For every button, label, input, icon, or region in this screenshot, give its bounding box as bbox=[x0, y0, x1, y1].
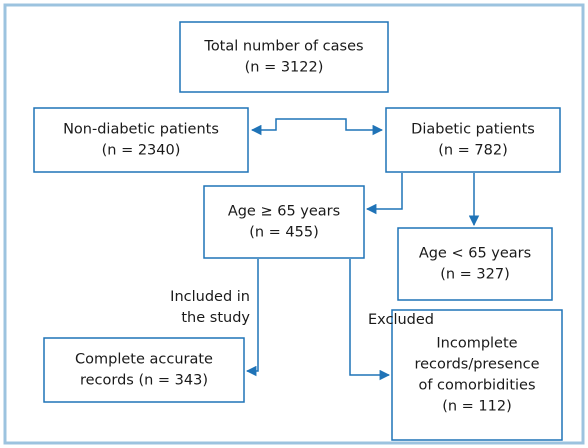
node-label: (n = 112) bbox=[442, 399, 512, 415]
edge-label: the study bbox=[181, 310, 250, 326]
node-box bbox=[385, 107, 561, 173]
node-label: of comorbidities bbox=[418, 378, 535, 394]
node-box bbox=[33, 107, 249, 173]
node-box bbox=[203, 185, 365, 259]
node-box bbox=[391, 309, 563, 441]
edge bbox=[245, 259, 259, 377]
node-label: records (n = 343) bbox=[80, 373, 208, 389]
node-label: (n = 455) bbox=[249, 225, 319, 241]
edge bbox=[349, 259, 391, 381]
edge bbox=[250, 118, 384, 136]
node-box bbox=[179, 21, 389, 93]
node-label: Age < 65 years bbox=[419, 246, 531, 262]
node-label: Total number of cases bbox=[203, 39, 363, 55]
node-label: Diabetic patients bbox=[411, 122, 535, 138]
node-label: records/presence bbox=[414, 357, 539, 373]
node-label: (n = 327) bbox=[440, 267, 510, 283]
edge-label: Included in bbox=[170, 289, 250, 305]
node-box bbox=[43, 337, 245, 403]
node-label: Incomplete bbox=[436, 336, 517, 352]
node-label: (n = 782) bbox=[438, 143, 508, 159]
node-label: (n = 3122) bbox=[245, 60, 324, 76]
edge-label: Excluded bbox=[368, 312, 434, 328]
node-label: (n = 2340) bbox=[102, 143, 181, 159]
node-label: Complete accurate bbox=[75, 352, 213, 368]
node-box bbox=[397, 227, 553, 301]
node-label: Non-diabetic patients bbox=[63, 122, 219, 138]
edge bbox=[365, 173, 403, 215]
node-label: Age ≥ 65 years bbox=[228, 204, 340, 220]
